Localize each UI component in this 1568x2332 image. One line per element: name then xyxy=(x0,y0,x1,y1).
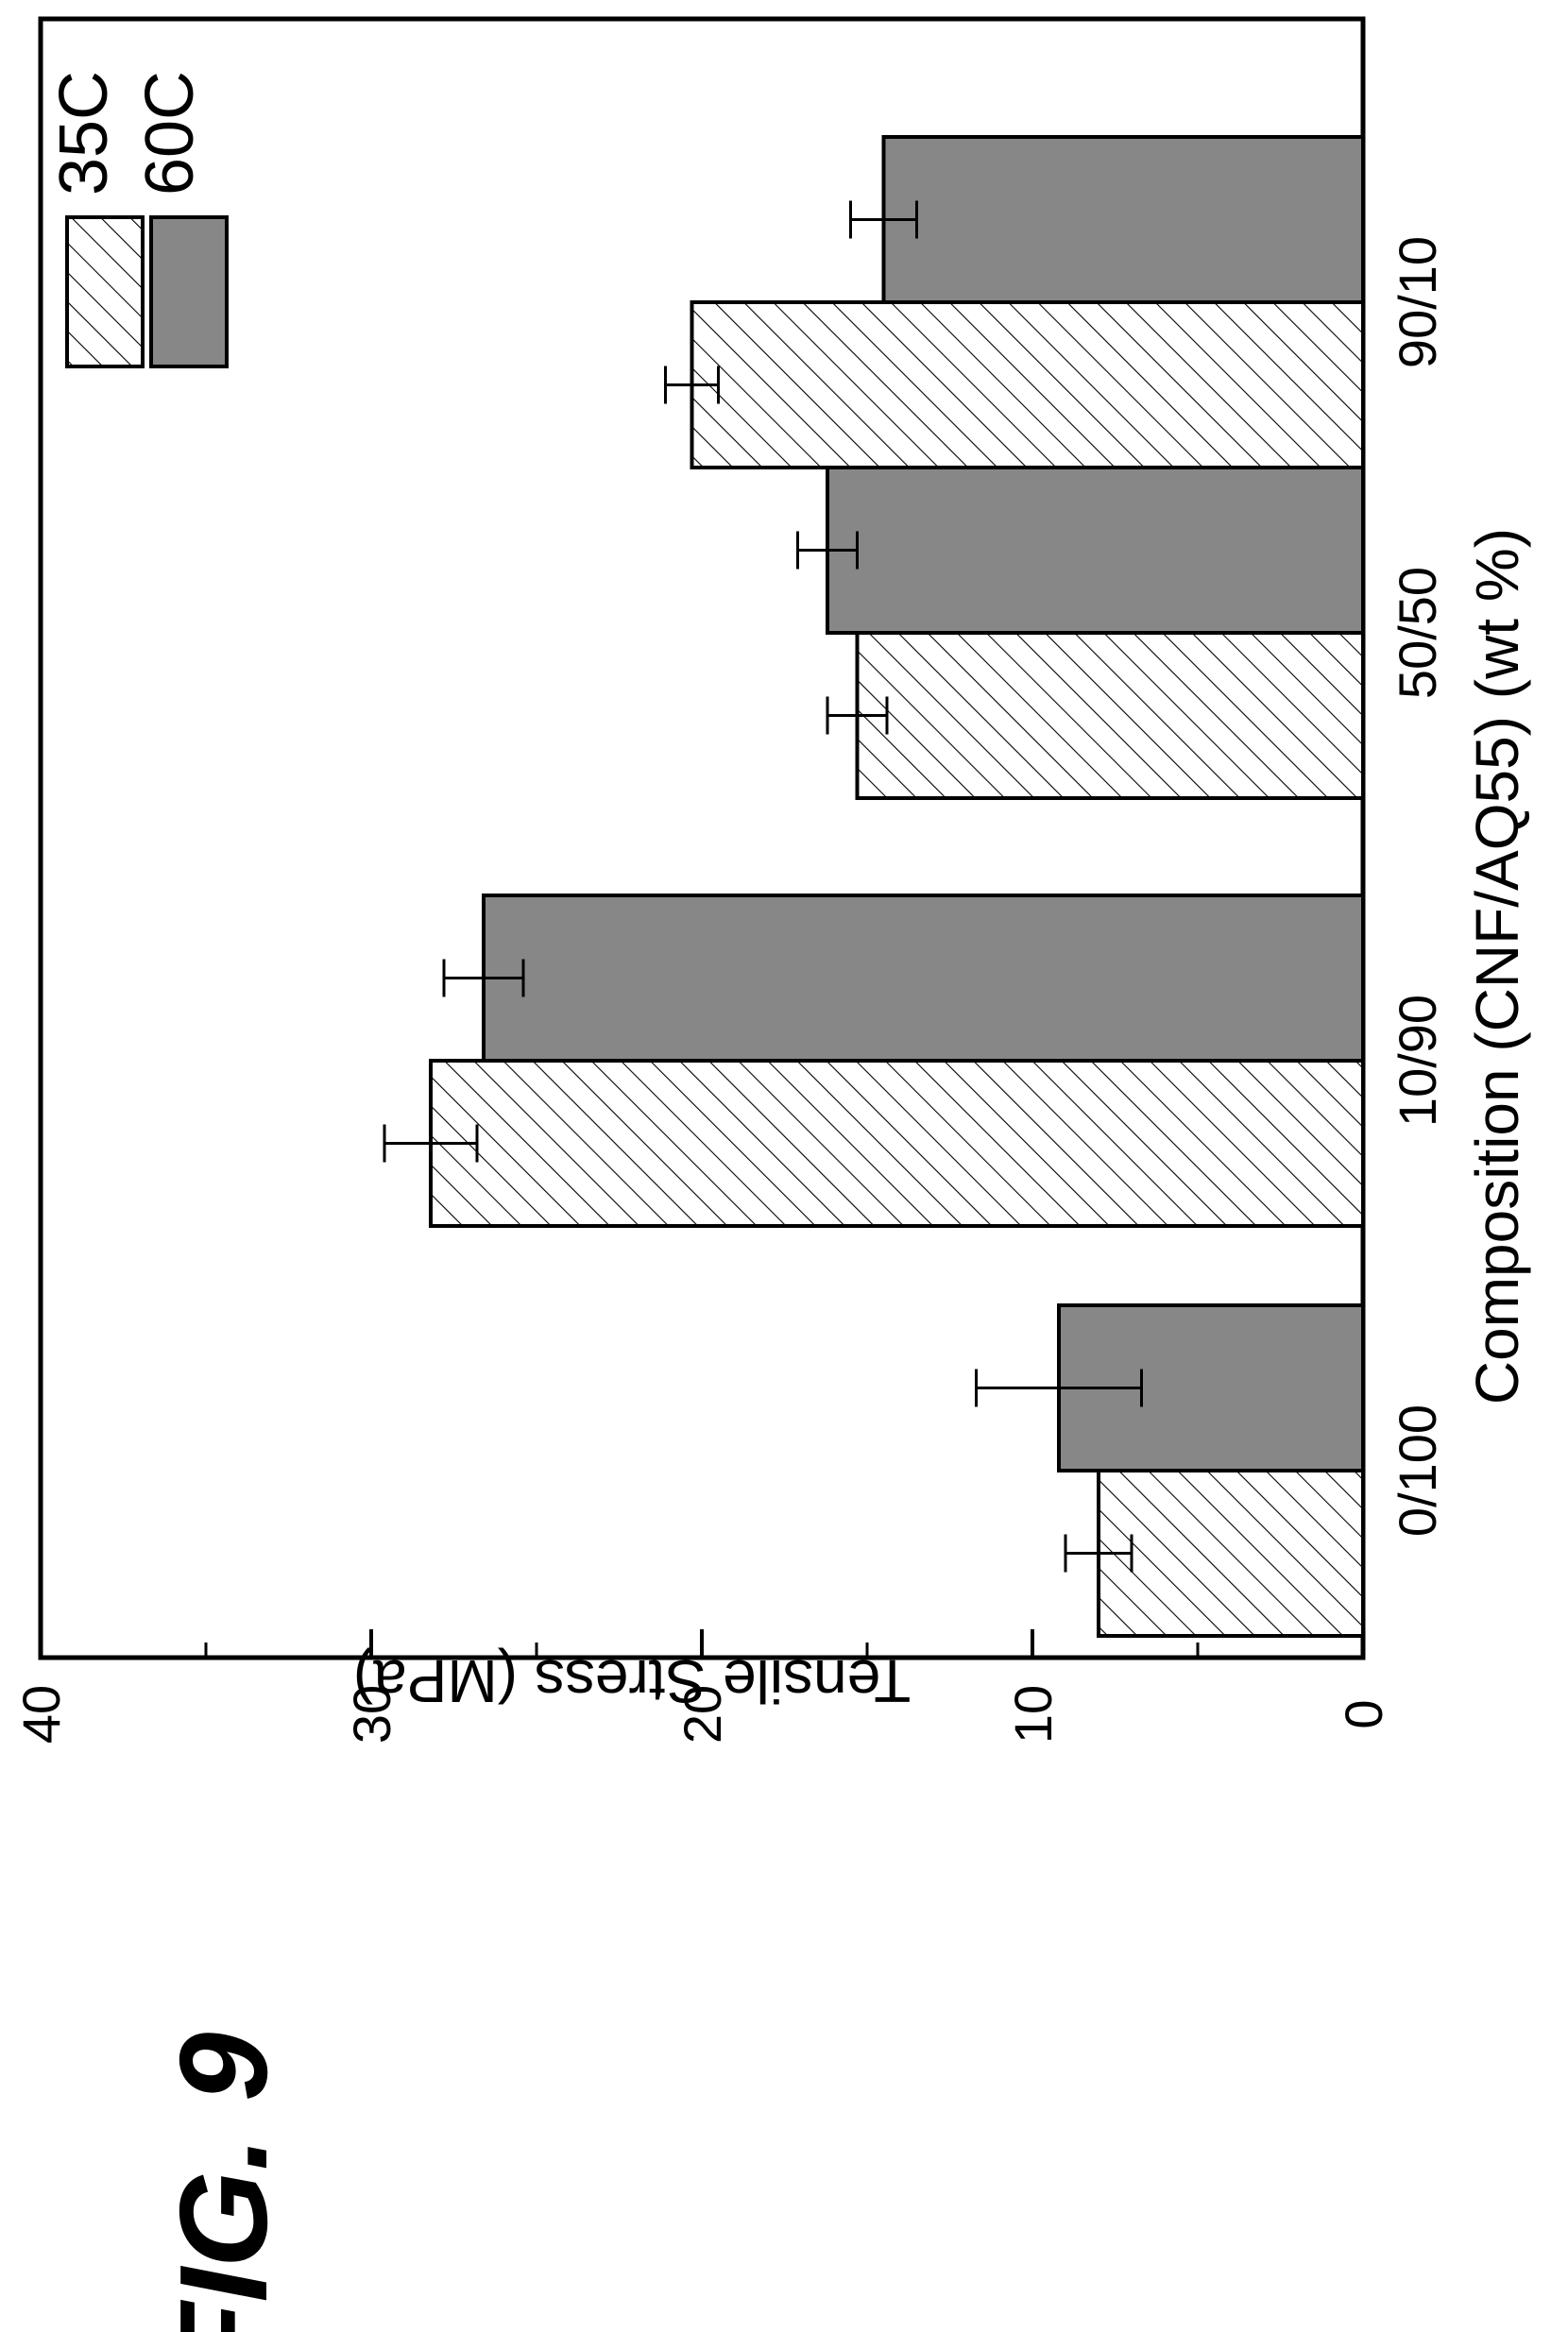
bars-layer xyxy=(429,135,1365,1638)
error-bar-60C-10/90 xyxy=(442,959,525,997)
y-tick-label: 0 xyxy=(1334,1699,1393,1728)
legend-swatch-60C xyxy=(149,215,229,368)
legend: 35C 60C xyxy=(46,71,229,368)
category-axis: 0/100 10/90 50/50 90/10 xyxy=(1388,236,1447,1537)
x-tick-label: 90/10 xyxy=(1388,236,1447,368)
y-tick-label: 10 xyxy=(1003,1685,1063,1744)
error-bar-35C-0/100 xyxy=(1064,1534,1133,1573)
error-bars-layer xyxy=(383,200,1143,1573)
error-bar-35C-10/90 xyxy=(383,1124,479,1163)
error-bar-60C-0/100 xyxy=(975,1369,1143,1407)
legend-label-35C: 35C xyxy=(46,71,122,196)
legend-label-60C: 60C xyxy=(132,71,208,196)
y-tick-label: 30 xyxy=(342,1685,401,1744)
bar-chart: 0 10 20 30 40 0/100 10/90 50/50 90/10 Compositi… xyxy=(11,16,1531,1744)
error-bar-35C-90/10 xyxy=(664,366,720,404)
x-axis-label: Composition (CNF/AQ55) (wt %) xyxy=(1463,528,1531,1404)
bar-35C-50/50 xyxy=(855,631,1365,800)
y-tick-label: 20 xyxy=(673,1685,732,1744)
value-axis: 0 10 20 30 40 xyxy=(11,1629,1393,1744)
error-bar-60C-90/10 xyxy=(849,200,918,239)
x-tick-label: 50/50 xyxy=(1388,567,1447,699)
figure-label: FIG. 9 xyxy=(154,2033,293,2332)
bar-60C-10/90 xyxy=(482,894,1365,1063)
bar-35C-10/90 xyxy=(429,1059,1365,1228)
x-tick-label: 0/100 xyxy=(1388,1404,1447,1537)
legend-swatch-35C xyxy=(65,215,145,368)
y-axis-label: Tensile Stress (MPa) xyxy=(353,1647,911,1715)
bar-60C-90/10 xyxy=(881,135,1365,304)
bar-60C-50/50 xyxy=(826,466,1365,635)
bar-35C-0/100 xyxy=(1097,1469,1365,1638)
bar-35C-90/10 xyxy=(690,300,1365,469)
error-bar-35C-50/50 xyxy=(826,696,889,735)
error-bar-60C-50/50 xyxy=(796,531,859,570)
x-tick-label: 10/90 xyxy=(1388,995,1447,1127)
y-tick-label: 40 xyxy=(11,1685,71,1744)
